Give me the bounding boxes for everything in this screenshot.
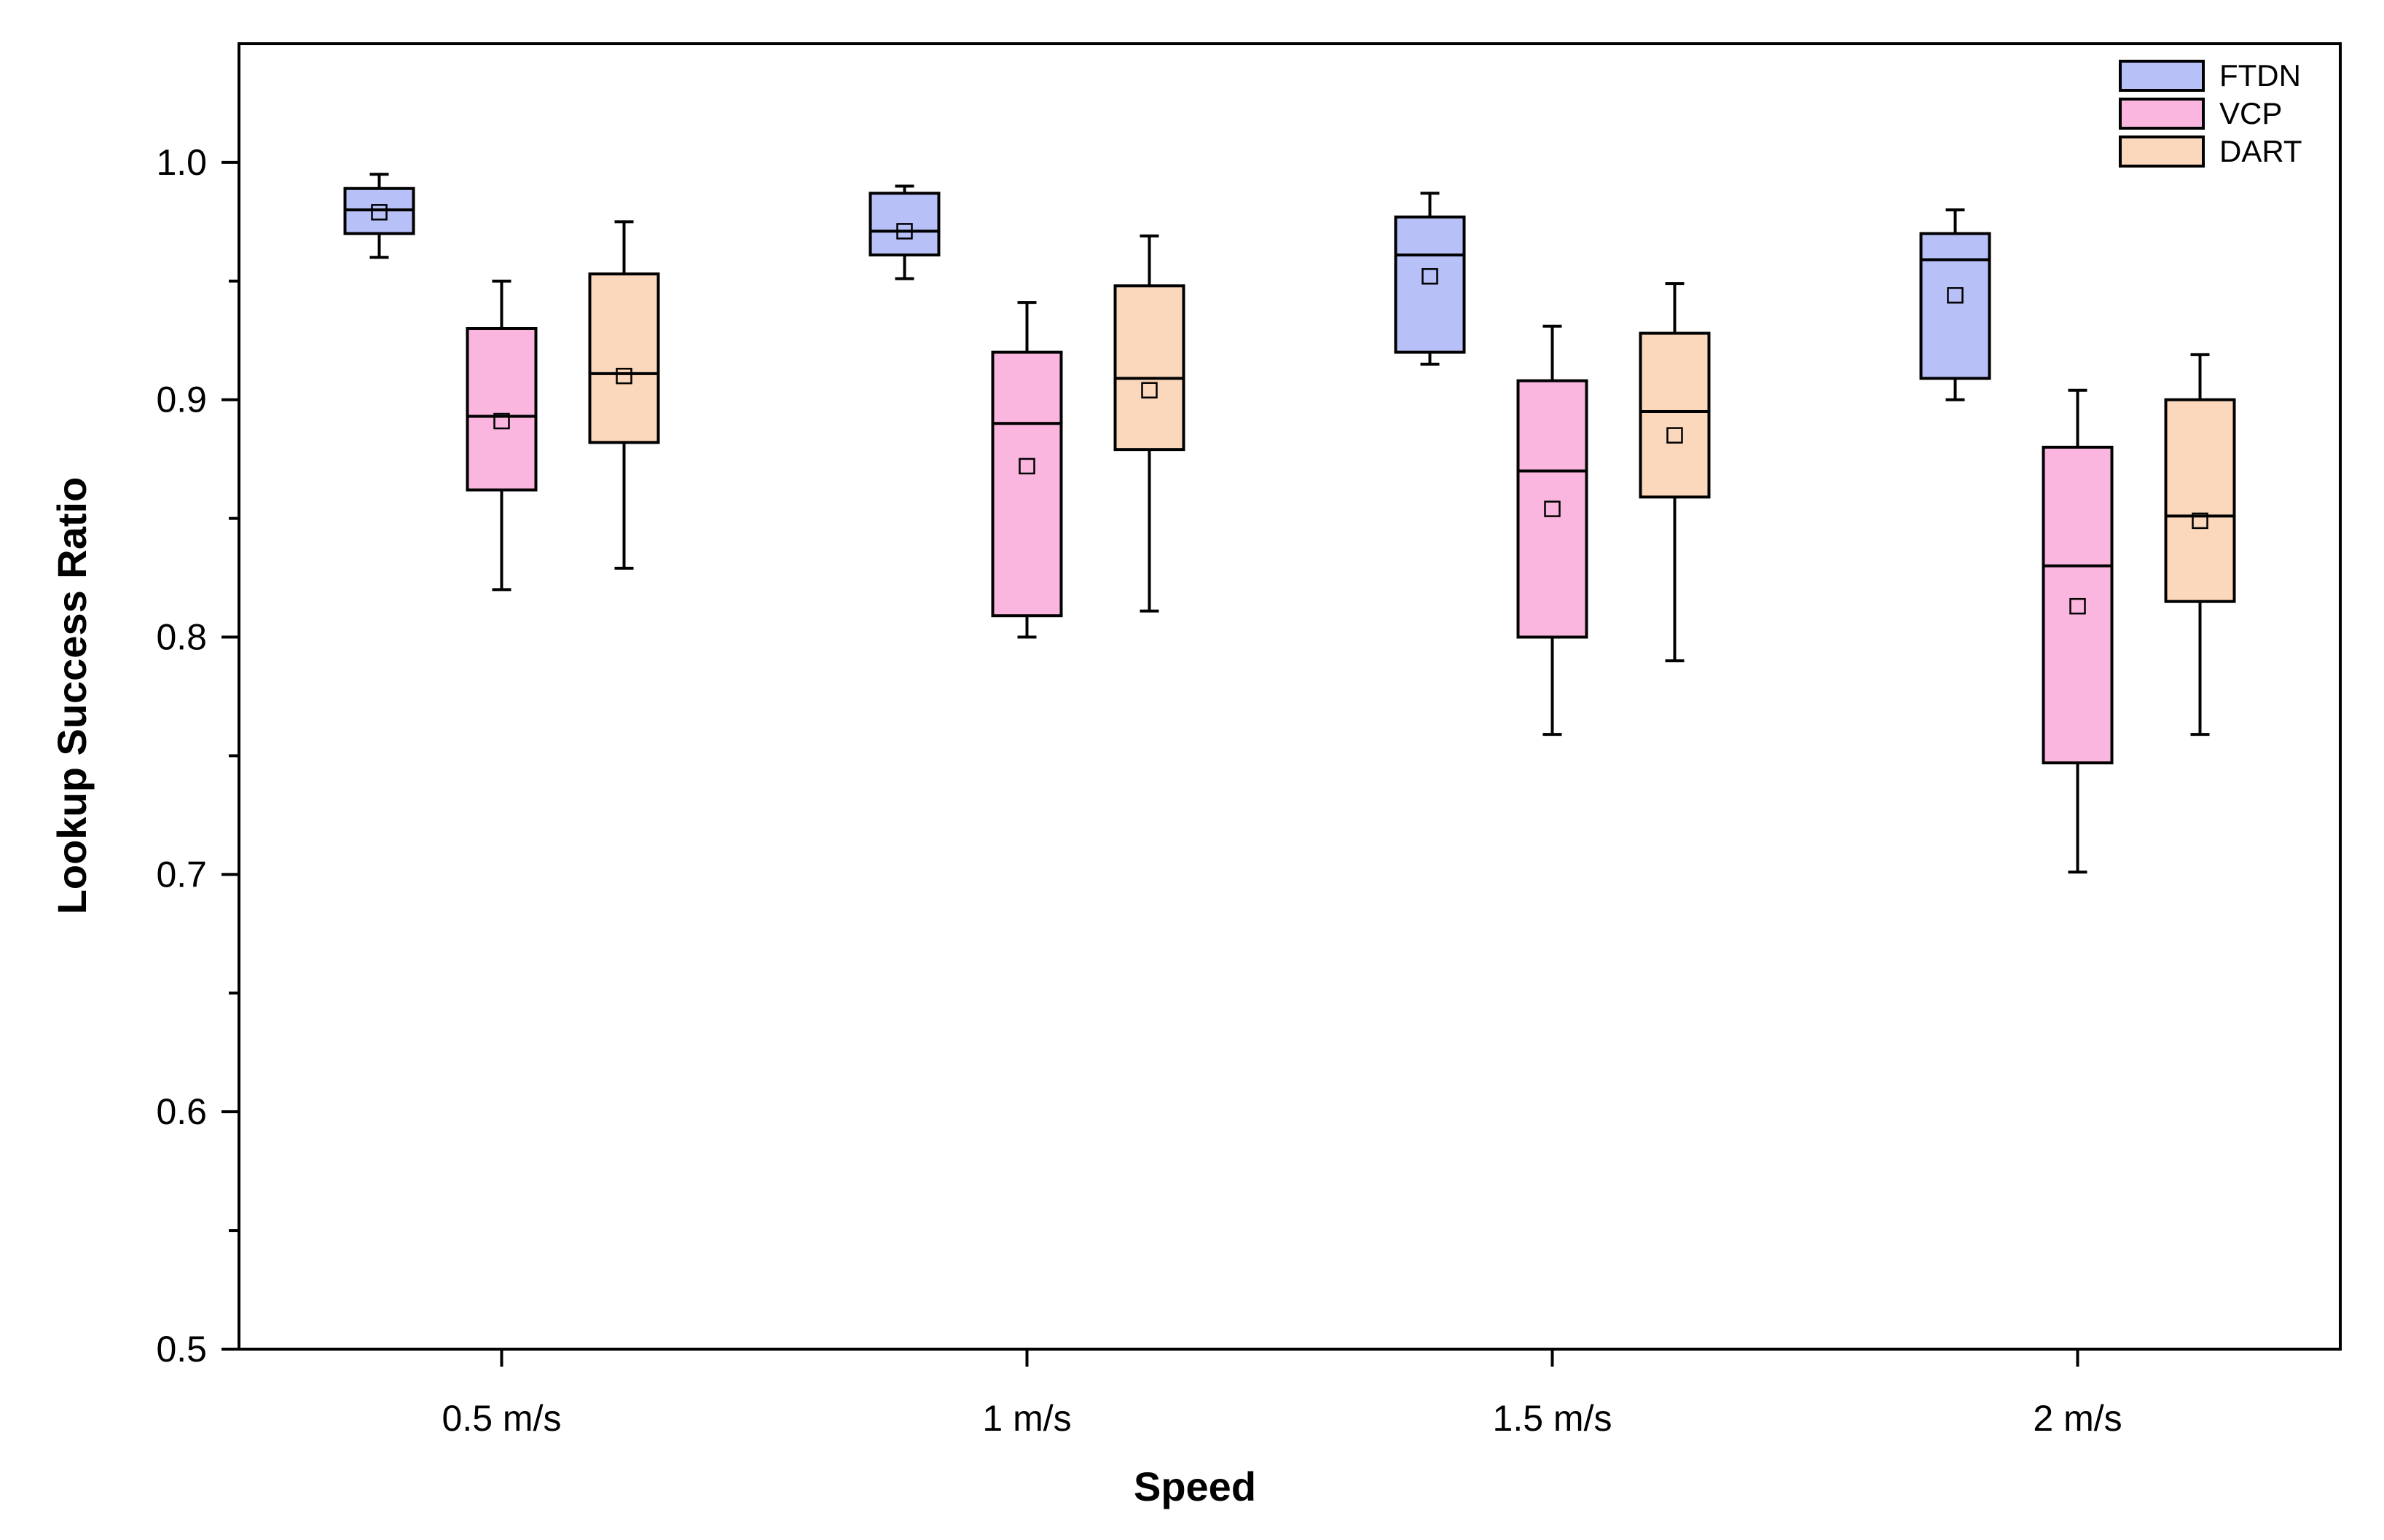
x-tick-label: 0.5 m/s — [442, 1398, 562, 1439]
y-axis-title: Lookup Success Ratio — [49, 477, 95, 915]
box-iqr — [2042, 445, 2114, 765]
legend-label-dart: DART — [2219, 134, 2302, 168]
box-vcp — [466, 279, 538, 592]
y-tick-label: 0.5 — [156, 1329, 207, 1370]
mean-marker — [1544, 500, 1561, 517]
box-ftdn — [1919, 208, 1991, 401]
mean-marker — [1422, 268, 1438, 285]
mean-marker — [1666, 427, 1683, 444]
box-ftdn — [343, 173, 415, 259]
x-tick-label: 1 m/s — [982, 1398, 1071, 1439]
box-iqr — [1113, 284, 1185, 452]
box-iqr — [1516, 379, 1588, 639]
box-dart — [1113, 234, 1185, 613]
mean-marker — [896, 223, 913, 240]
mean-marker — [2192, 512, 2208, 530]
series-vcp — [466, 279, 2114, 874]
box-dart — [588, 220, 660, 570]
box-iqr — [466, 326, 538, 492]
box-iqr — [2164, 398, 2236, 603]
box-dart — [1639, 282, 1711, 663]
plot-frame — [238, 42, 2342, 1351]
mean-marker — [1141, 382, 1158, 398]
box-vcp — [2042, 388, 2114, 874]
box-dart — [2164, 353, 2236, 736]
x-axis: 0.5 m/s 1 m/s 1.5 m/s 2 m/s — [442, 1349, 2122, 1439]
series-dart — [588, 220, 2236, 736]
legend-label-ftdn: FTDN — [2219, 58, 2301, 93]
box-iqr — [1919, 232, 1991, 380]
box-iqr — [1639, 331, 1711, 499]
mean-marker — [1019, 457, 1035, 475]
x-axis-title: Speed — [1134, 1464, 1256, 1509]
legend-swatch-vcp — [2119, 98, 2205, 130]
box-iqr — [1394, 215, 1466, 354]
y-tick-label: 0.9 — [156, 380, 207, 420]
box-iqr — [991, 350, 1063, 618]
series-ftdn — [343, 173, 1991, 401]
y-tick-label: 0.8 — [156, 617, 207, 658]
y-axis: 0.5 0.6 0.7 0.8 0.9 1.0 — [156, 142, 239, 1370]
box-ftdn — [868, 184, 941, 280]
y-tick-label: 1.0 — [156, 142, 207, 183]
legend-label-vcp: VCP — [2219, 96, 2282, 130]
plot-border — [238, 42, 2342, 1351]
box-series-group — [343, 173, 2236, 874]
y-tick-label: 0.6 — [156, 1091, 207, 1132]
legend-swatch-ftdn — [2119, 60, 2205, 92]
x-tick-label: 1.5 m/s — [1493, 1398, 1612, 1439]
box-ftdn — [1394, 192, 1466, 366]
mean-marker — [1947, 287, 1964, 304]
mean-marker — [616, 367, 632, 385]
box-vcp — [1516, 324, 1588, 736]
legend-swatch-dart — [2119, 135, 2205, 168]
box-vcp — [991, 301, 1063, 639]
mean-marker — [2069, 597, 2086, 615]
mean-marker — [371, 204, 388, 221]
x-tick-label: 2 m/s — [2033, 1398, 2122, 1439]
mean-marker — [493, 412, 510, 430]
box-iqr — [588, 272, 660, 444]
y-tick-label: 0.7 — [156, 854, 207, 895]
